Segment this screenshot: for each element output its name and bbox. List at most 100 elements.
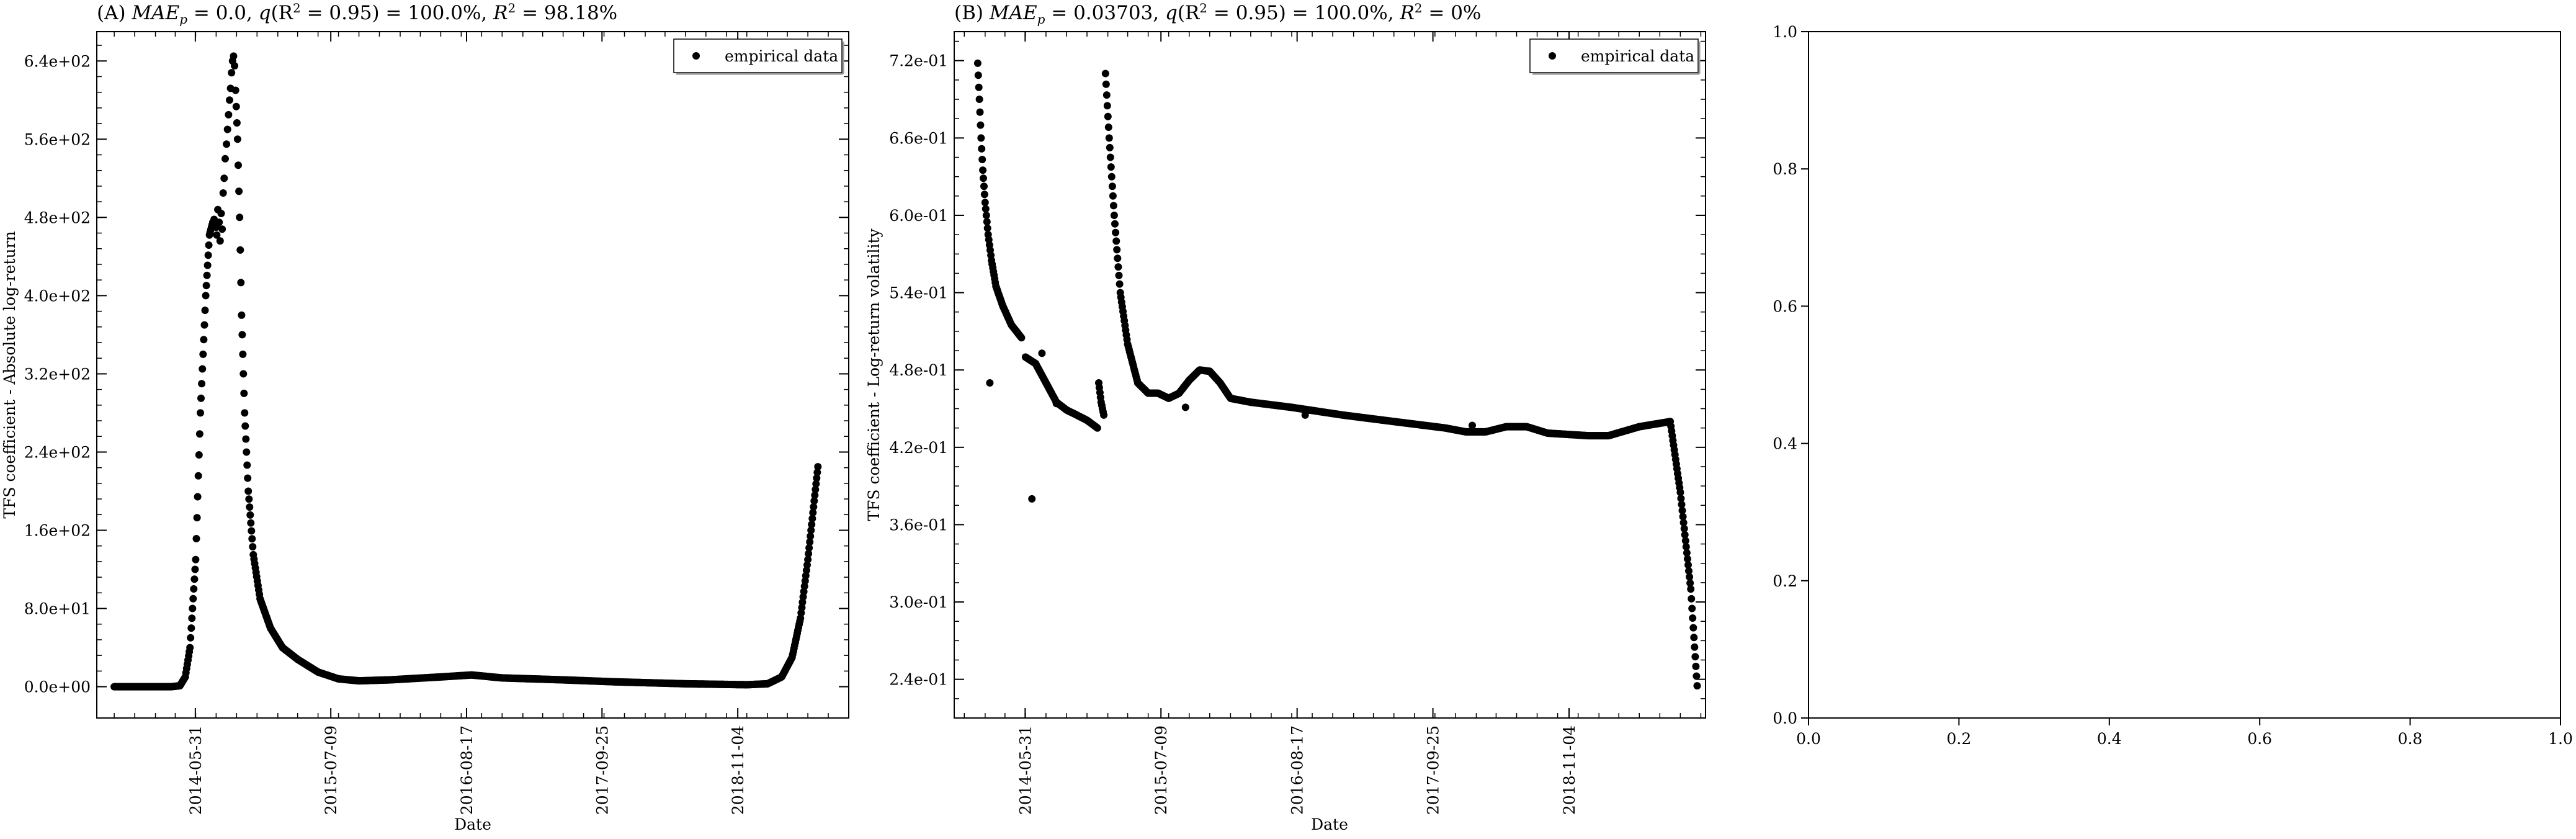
panel-b-data-point [1686, 573, 1694, 581]
panel-b-data-point [980, 191, 988, 199]
panel-c-ytick-label: 0.4 [1773, 435, 1797, 453]
panel-a-data-point [228, 69, 236, 77]
panel-b-ytick-label: 6.6e-01 [889, 129, 948, 147]
panel-a-ytick-label: 1.6e+02 [24, 522, 91, 540]
panel-a-data-point [231, 86, 239, 94]
panel-a-data-point [190, 575, 199, 583]
panel-b-data-point [1114, 263, 1122, 271]
panel-a-data-point [226, 96, 233, 104]
panel-b-data-point [1683, 549, 1691, 557]
panel-b-data-point [973, 59, 982, 67]
panel-b-data-point [1109, 202, 1117, 210]
panel-a-data-point [807, 526, 815, 534]
panel-b-data-point [1685, 567, 1693, 575]
panel-a-data-point [221, 155, 229, 163]
panel-a-data-point [189, 604, 197, 612]
panel-a-data-point [187, 634, 195, 642]
panel-a-data-point [191, 565, 199, 573]
panel-a-data-point [200, 321, 208, 329]
panel-b-xtick-label: 2014-05-31 [1016, 725, 1034, 815]
panel-a-data-point [246, 511, 254, 519]
panel-b-data-point [977, 121, 985, 129]
panel-b-data-point [1104, 112, 1112, 120]
panel-b-data-point [978, 145, 986, 153]
panel-c-y-ticks: 0.0 0.2 0.4 0.6 0.8 1.0 [1773, 23, 1809, 727]
panel-b-data-point [983, 224, 991, 232]
panel-c-ytick-label: 0.2 [1773, 572, 1797, 590]
panel-a-data-point [243, 448, 251, 456]
panel-a-data-point [218, 225, 226, 233]
panel-c-xtick-label: 0.6 [2247, 730, 2272, 748]
panel-b-title: (B) MAEp = 0.03703, q(R2 = 0.95) = 100.0… [954, 1, 1481, 27]
panel-c-xtick-label: 1.0 [2548, 730, 2573, 748]
panel-a-ytick-label: 4.8e+02 [24, 209, 91, 227]
panel-a-data-point [215, 218, 223, 227]
panel-b-data-point [1103, 102, 1111, 110]
panel-a-data-point [239, 350, 247, 358]
panel-b-data-point [1112, 228, 1120, 236]
panel-b-ytick-label: 2.4e-01 [889, 671, 948, 689]
panel-b-data-point [982, 205, 990, 213]
panel-c-ytick-label: 0.0 [1773, 709, 1797, 727]
panel-b-data-point [975, 96, 983, 103]
panel-a-data-point [241, 409, 249, 417]
panel-b-data-point [980, 182, 988, 191]
panel-b-legend: empirical data [1529, 38, 1701, 75]
panel-c-xtick-label: 0.4 [2097, 730, 2122, 748]
panel-a-data-point [186, 644, 194, 652]
panel-b-data-point [1102, 80, 1110, 88]
panel-a-data-point [248, 535, 256, 543]
panel-b-data-point [1680, 524, 1688, 532]
panel-a-legend: empirical data [673, 38, 844, 75]
panel-b-data-point [1100, 411, 1108, 419]
panel-b-data-point [1469, 421, 1476, 429]
panel-b-data-point [1681, 531, 1689, 539]
panel-b-data-point [1687, 585, 1695, 593]
panel-a-data-point [237, 279, 245, 287]
panel-b-data-point [975, 83, 983, 91]
panel-a-data-point [243, 461, 251, 469]
panel-a-data-point [249, 543, 257, 551]
panel-a-data-point [194, 493, 202, 501]
panel-b-ytick-label: 5.4e-01 [889, 284, 948, 302]
panel-b-data-point [1686, 579, 1694, 587]
panel-a-ytick-label: 8.0e+01 [24, 600, 91, 618]
panel-b-xtick-label: 2017-09-25 [1424, 725, 1442, 815]
panel-b-data-point [981, 199, 989, 207]
panel-b-data-point [977, 134, 985, 142]
panel-a-xlabel: Date [454, 815, 491, 833]
panel-b-data-point [1681, 537, 1689, 545]
panel-b-data-point [1301, 411, 1309, 419]
panel-b-data-point [1684, 561, 1692, 569]
panel-a-data-point [812, 480, 820, 488]
panel-c-xtick-label: 0.2 [1947, 730, 1972, 748]
panel-a-legend-label: empirical data [725, 47, 838, 65]
panel-b-data-point [983, 218, 991, 226]
panel-c-ytick-label: 0.6 [1773, 297, 1797, 315]
panel-a-data-point [810, 503, 818, 511]
panel-a-xtick-label: 2014-05-31 [187, 725, 205, 815]
panel-a-data-point [225, 110, 233, 119]
panel-a-data-point [805, 544, 813, 552]
panel-a-data-point [238, 311, 246, 319]
panel-b-ylabel: TFS coefficient - Log-return volatility [865, 228, 883, 521]
panel-a-title: (A) MAEp = 0.0, q(R2 = 0.95) = 100.0%, R… [97, 1, 617, 27]
panel-a-data-point [809, 509, 817, 517]
panel-b-data-point [1693, 682, 1701, 690]
panel-a-data-point [198, 380, 206, 388]
panel-a-data-point [232, 102, 240, 110]
panel-b-data-point [1106, 153, 1114, 161]
panel-b-data-point [1105, 134, 1113, 142]
panel-a-data-point [241, 422, 249, 430]
panel-c-x-ticks: 0.0 0.2 0.4 0.6 0.8 1.0 [1796, 718, 2573, 748]
panel-b-data-point [1116, 280, 1124, 288]
panel-b-data-point [1038, 349, 1046, 357]
panel-b-y-ticks: 2.4e-01 3.0e-01 3.6e-01 4.2e-01 4.8e-01 5.4e-… [889, 40, 1706, 699]
panel-a-ytick-label: 6.4e+02 [24, 52, 91, 70]
panel-b-data-point [1102, 91, 1111, 99]
panel-b-data-point [1107, 163, 1115, 171]
panel-b-xtick-label: 2015-07-09 [1152, 725, 1170, 815]
panel-a-data-point [192, 555, 200, 563]
panel-b-data-point [1181, 403, 1189, 411]
panel-b-data-point [1689, 624, 1697, 632]
